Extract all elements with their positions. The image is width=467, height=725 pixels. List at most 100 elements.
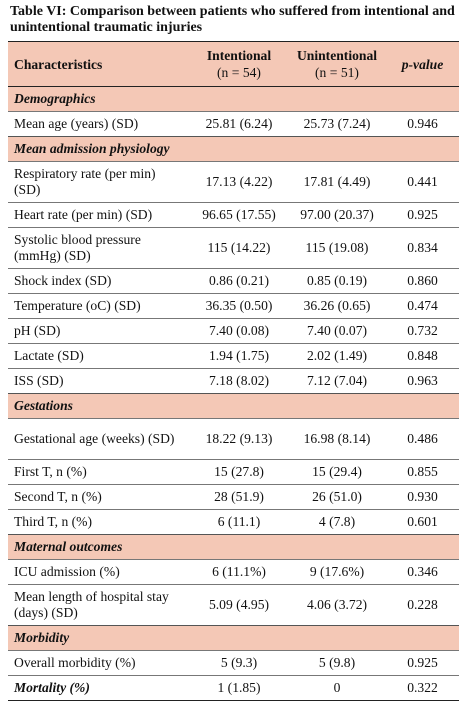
row-label: ICU admission (%)	[8, 559, 190, 585]
cell-unintentional: 17.81 (4.49)	[288, 161, 386, 203]
header-row: Characteristics Intentional (n = 54) Uni…	[8, 41, 459, 87]
cell-unintentional: 4 (7.8)	[288, 509, 386, 535]
cell-intentional: 6 (11.1)	[190, 509, 288, 535]
cell-intentional: 7.40 (0.08)	[190, 318, 288, 344]
row-label: Shock index (SD)	[8, 268, 190, 294]
table-row: ISS (SD) 7.18 (8.02) 7.12 (7.04) 0.963	[8, 368, 459, 394]
section-label: Mean admission physiology	[8, 136, 459, 162]
row-label: Gestational age (weeks) (SD)	[8, 418, 190, 460]
table-row: First T, n (%) 15 (27.8) 15 (29.4) 0.855	[8, 459, 459, 485]
cell-pvalue: 0.925	[386, 650, 459, 676]
table-row: Temperature (oC) (SD) 36.35 (0.50) 36.26…	[8, 293, 459, 319]
table-container: Table VI: Comparison between patients wh…	[8, 4, 459, 701]
cell-pvalue: 0.946	[386, 111, 459, 137]
row-label: Mortality (%)	[8, 675, 190, 701]
section-label: Gestations	[8, 393, 459, 419]
table-row: Heart rate (per min) (SD) 96.65 (17.55) …	[8, 202, 459, 228]
table-caption: Table VI: Comparison between patients wh…	[10, 4, 455, 35]
cell-intentional: 1 (1.85)	[190, 675, 288, 701]
cell-intentional: 15 (27.8)	[190, 459, 288, 485]
table-row: Gestational age (weeks) (SD) 18.22 (9.13…	[8, 418, 459, 460]
cell-unintentional: 26 (51.0)	[288, 484, 386, 510]
row-label: Overall morbidity (%)	[8, 650, 190, 676]
cell-pvalue: 0.732	[386, 318, 459, 344]
section-label: Morbidity	[8, 625, 459, 651]
cell-intentional: 0.86 (0.21)	[190, 268, 288, 294]
row-label: pH (SD)	[8, 318, 190, 344]
cell-unintentional: 5 (9.8)	[288, 650, 386, 676]
table-row: Overall morbidity (%) 5 (9.3) 5 (9.8) 0.…	[8, 650, 459, 676]
cell-intentional: 28 (51.9)	[190, 484, 288, 510]
cell-unintentional: 2.02 (1.49)	[288, 343, 386, 369]
cell-pvalue: 0.441	[386, 161, 459, 203]
table-row: Respiratory rate (per min) (SD) 17.13 (4…	[8, 161, 459, 203]
cell-intentional: 7.18 (8.02)	[190, 368, 288, 394]
cell-pvalue: 0.860	[386, 268, 459, 294]
cell-pvalue: 0.925	[386, 202, 459, 228]
header-pvalue: p-value	[386, 41, 459, 87]
cell-unintentional: 9 (17.6%)	[288, 559, 386, 585]
cell-pvalue: 0.228	[386, 584, 459, 626]
table-row: pH (SD) 7.40 (0.08) 7.40 (0.07) 0.732	[8, 318, 459, 344]
section-demographics: Demographics	[8, 86, 459, 112]
cell-intentional: 1.94 (1.75)	[190, 343, 288, 369]
row-label: Mean length of hospital stay (days) (SD)	[8, 584, 190, 626]
cell-pvalue: 0.963	[386, 368, 459, 394]
cell-pvalue: 0.930	[386, 484, 459, 510]
cell-intentional: 115 (14.22)	[190, 227, 288, 269]
table-row: Shock index (SD) 0.86 (0.21) 0.85 (0.19)…	[8, 268, 459, 294]
cell-intentional: 17.13 (4.22)	[190, 161, 288, 203]
header-pvalue-label: p-value	[401, 56, 444, 72]
cell-intentional: 96.65 (17.55)	[190, 202, 288, 228]
header-unintentional: Unintentional (n = 51)	[288, 41, 386, 87]
table-row: Systolic blood pressure (mmHg) (SD) 115 …	[8, 227, 459, 269]
row-label: Second T, n (%)	[8, 484, 190, 510]
row-label: Respiratory rate (per min) (SD)	[8, 161, 190, 203]
cell-pvalue: 0.855	[386, 459, 459, 485]
cell-intentional: 6 (11.1%)	[190, 559, 288, 585]
section-label: Demographics	[8, 86, 459, 112]
table-row: Lactate (SD) 1.94 (1.75) 2.02 (1.49) 0.8…	[8, 343, 459, 369]
cell-unintentional: 0	[288, 675, 386, 701]
header-intentional-label: Intentional	[206, 48, 272, 63]
row-label: Temperature (oC) (SD)	[8, 293, 190, 319]
cell-pvalue: 0.601	[386, 509, 459, 535]
cell-unintentional: 36.26 (0.65)	[288, 293, 386, 319]
cell-pvalue: 0.474	[386, 293, 459, 319]
cell-unintentional: 7.40 (0.07)	[288, 318, 386, 344]
cell-unintentional: 25.73 (7.24)	[288, 111, 386, 137]
section-gestations: Gestations	[8, 393, 459, 419]
cell-unintentional: 97.00 (20.37)	[288, 202, 386, 228]
cell-pvalue: 0.486	[386, 418, 459, 460]
cell-intentional: 5.09 (4.95)	[190, 584, 288, 626]
row-label: First T, n (%)	[8, 459, 190, 485]
cell-pvalue: 0.346	[386, 559, 459, 585]
cell-unintentional: 0.85 (0.19)	[288, 268, 386, 294]
section-maternal-outcomes: Maternal outcomes	[8, 534, 459, 560]
row-label: ISS (SD)	[8, 368, 190, 394]
cell-intentional: 25.81 (6.24)	[190, 111, 288, 137]
cell-unintentional: 15 (29.4)	[288, 459, 386, 485]
cell-pvalue: 0.322	[386, 675, 459, 701]
cell-unintentional: 16.98 (8.14)	[288, 418, 386, 460]
section-label: Maternal outcomes	[8, 534, 459, 560]
cell-unintentional: 7.12 (7.04)	[288, 368, 386, 394]
row-label: Heart rate (per min) (SD)	[8, 202, 190, 228]
header-intentional: Intentional (n = 54)	[190, 41, 288, 87]
table-row: Mean length of hospital stay (days) (SD)…	[8, 584, 459, 626]
section-morbidity: Morbidity	[8, 625, 459, 651]
header-characteristics: Characteristics	[8, 41, 190, 87]
row-label: Lactate (SD)	[8, 343, 190, 369]
table-row: ICU admission (%) 6 (11.1%) 9 (17.6%) 0.…	[8, 559, 459, 585]
header-unintentional-label: Unintentional	[296, 48, 378, 63]
row-label: Mean age (years) (SD)	[8, 111, 190, 137]
comparison-table: Characteristics Intentional (n = 54) Uni…	[8, 41, 459, 701]
cell-pvalue: 0.834	[386, 227, 459, 269]
row-label: Systolic blood pressure (mmHg) (SD)	[8, 227, 190, 269]
cell-intentional: 5 (9.3)	[190, 650, 288, 676]
header-unintentional-n: (n = 51)	[315, 65, 359, 80]
table-row: Second T, n (%) 28 (51.9) 26 (51.0) 0.93…	[8, 484, 459, 510]
table-row: Third T, n (%) 6 (11.1) 4 (7.8) 0.601	[8, 509, 459, 535]
cell-intentional: 36.35 (0.50)	[190, 293, 288, 319]
table-row: Mortality (%) 1 (1.85) 0 0.322	[8, 675, 459, 701]
